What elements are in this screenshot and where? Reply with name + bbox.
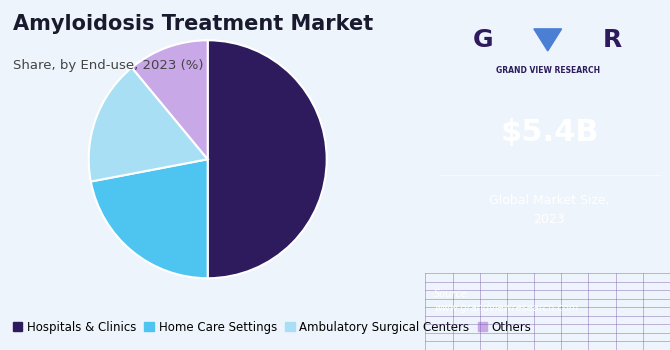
- Text: R: R: [603, 28, 622, 52]
- Wedge shape: [91, 159, 208, 278]
- Text: G: G: [473, 28, 493, 52]
- Text: Source:
www.grandviewresearch.com: Source: www.grandviewresearch.com: [434, 289, 578, 313]
- Legend: Hospitals & Clinics, Home Care Settings, Ambulatory Surgical Centers, Others: Hospitals & Clinics, Home Care Settings,…: [13, 321, 532, 334]
- Text: GRAND VIEW RESEARCH: GRAND VIEW RESEARCH: [496, 66, 600, 75]
- Polygon shape: [534, 29, 561, 51]
- Text: $5.4B: $5.4B: [500, 119, 599, 147]
- Text: Global Market Size,
2023: Global Market Size, 2023: [489, 194, 610, 226]
- Wedge shape: [208, 40, 327, 278]
- Text: Share, by End-use, 2023 (%): Share, by End-use, 2023 (%): [13, 60, 204, 72]
- Text: Amyloidosis Treatment Market: Amyloidosis Treatment Market: [13, 14, 374, 34]
- Wedge shape: [88, 68, 208, 182]
- Wedge shape: [132, 40, 208, 159]
